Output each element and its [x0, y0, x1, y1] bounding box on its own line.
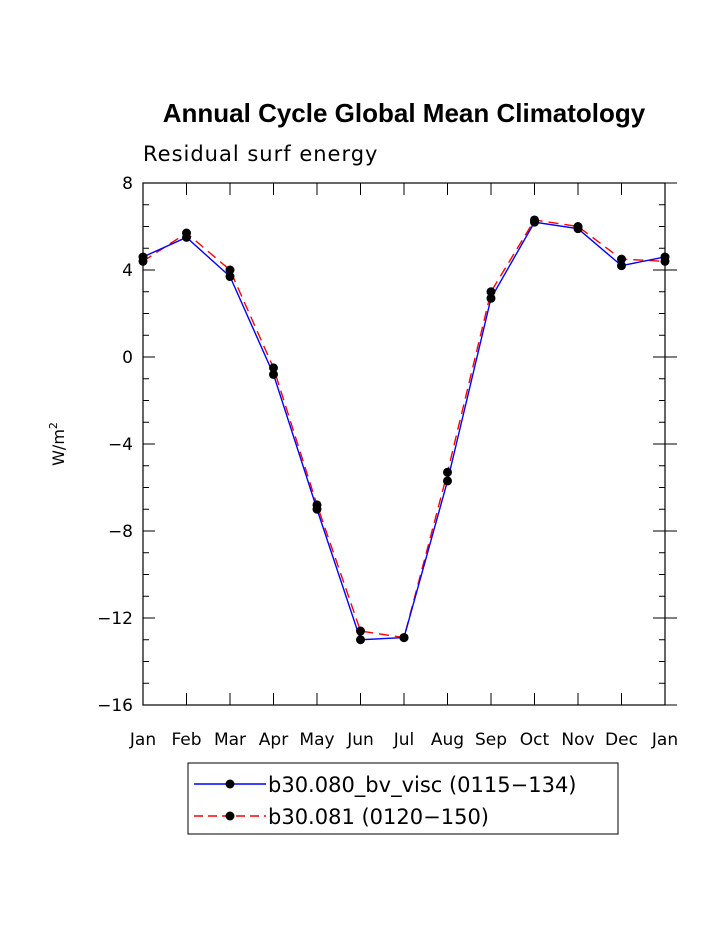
data-point-series-2: [443, 467, 452, 477]
series-line-2: [142, 219, 666, 639]
legend-box: [187, 762, 619, 835]
x-tick-label: Jan: [651, 730, 678, 750]
data-point-series-1: [486, 293, 496, 303]
data-point-series-2: [225, 265, 235, 275]
y-tick-label: −16: [97, 696, 133, 716]
data-point-series-2: [269, 363, 278, 373]
plot-frame: [142, 182, 666, 706]
x-tick-label: Apr: [259, 730, 288, 750]
legend-label-series-2: b30.081 (0120−150): [268, 805, 489, 829]
series-layer: [138, 215, 670, 645]
y-tick-label: 0: [122, 348, 133, 368]
tick-marks: [142, 182, 677, 706]
data-point-series-2: [486, 287, 496, 297]
data-point-series-1: [443, 476, 452, 486]
chart-subtitle: Residual surf energy: [143, 142, 379, 166]
data-point-series-2: [182, 228, 191, 238]
chart-title: Annual Cycle Global Mean Climatology: [163, 98, 646, 128]
legend: b30.080_bv_visc (0115−134) b30.081 (0120…: [187, 762, 619, 835]
series-line-1: [142, 221, 666, 641]
x-tick-label: Aug: [431, 730, 464, 750]
y-tick-label: 4: [122, 261, 133, 281]
x-tick-label: Mar: [214, 730, 246, 750]
data-point-series-2: [138, 256, 148, 266]
x-tick-label: Jan: [129, 730, 156, 750]
x-tick-label: Sep: [475, 730, 507, 750]
y-axis-label-base: W/m: [49, 429, 68, 466]
y-tick-label: 8: [122, 174, 133, 194]
x-tick-label: May: [299, 730, 334, 750]
x-tick-label: Nov: [561, 730, 594, 750]
data-point-series-2: [573, 222, 583, 231]
data-point-series-1: [225, 272, 235, 282]
x-tick-label: Jun: [346, 730, 374, 750]
data-point-series-2: [530, 215, 539, 225]
legend-label-series-1: b30.080_bv_visc (0115−134): [268, 773, 577, 798]
x-tick-label: Oct: [520, 730, 550, 750]
data-point-series-1: [269, 369, 278, 379]
x-tick-label: Feb: [171, 730, 201, 750]
y-axis-label: W/m2: [47, 422, 68, 466]
y-tick-label: −8: [108, 522, 133, 542]
y-tick-label: −4: [108, 435, 133, 455]
x-tick-label: Dec: [605, 730, 638, 750]
data-point-series-2: [617, 254, 626, 264]
y-tick-label: −12: [97, 609, 133, 629]
data-point-series-2: [356, 626, 365, 636]
data-point-series-2: [312, 500, 322, 510]
y-axis-label-superscript: 2: [47, 422, 60, 429]
data-point-series-1: [356, 635, 365, 645]
legend-marker-series-2: [225, 811, 235, 821]
data-point-series-1: [617, 261, 626, 271]
y-tick-labels: 8 4 0 −4 −8 −12 −16: [97, 174, 133, 716]
legend-marker-series-1: [225, 779, 235, 789]
x-tick-label: Jul: [393, 730, 415, 750]
data-point-series-2: [660, 256, 670, 266]
data-point-series-2: [399, 633, 409, 643]
x-tick-labels: Jan Feb Mar Apr May Jun Jul Aug Sep Oct Nov Dec Jan: [129, 730, 678, 750]
